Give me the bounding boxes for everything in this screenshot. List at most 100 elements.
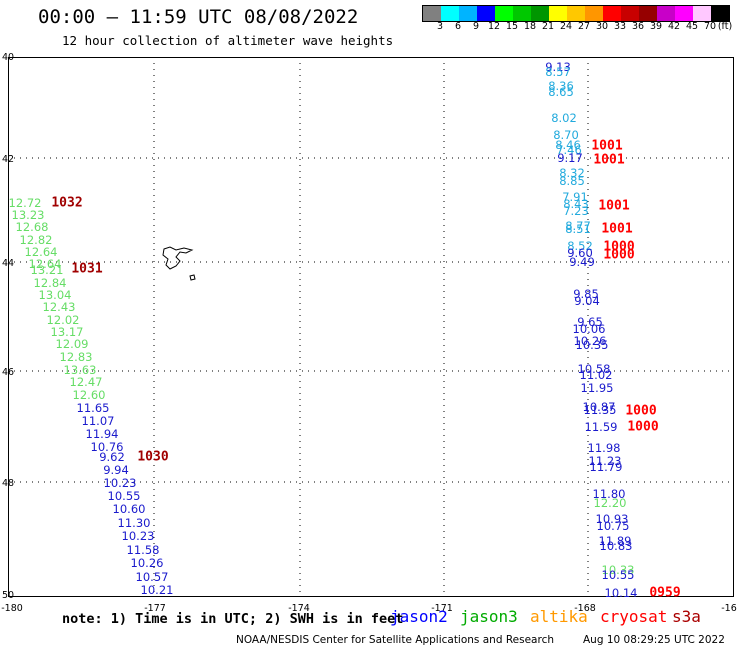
footer-timestamp: Aug 10 08:29:25 UTC 2022 [583, 634, 725, 646]
scale-swatch [621, 6, 639, 21]
wave-height-value: 11.89 [598, 534, 632, 548]
pressure-label: 1000 [603, 239, 635, 255]
scale-swatch [693, 6, 711, 21]
pressure-label: 1031 [71, 261, 103, 277]
wave-height-value: 10.83 [599, 539, 633, 553]
scale-swatch [639, 6, 657, 21]
wave-height-value: 7.91 [562, 190, 588, 204]
wave-height-value: 13.21 [30, 263, 64, 277]
scale-swatch [675, 6, 693, 21]
scale-swatch [495, 6, 513, 21]
wave-height-value: 11.23 [588, 454, 622, 468]
pressure-label: 1030 [137, 449, 169, 465]
wave-height-value: 11.30 [117, 516, 151, 530]
wave-height-value: 13.04 [38, 288, 72, 302]
scale-label: 27 [577, 21, 591, 32]
scale-swatch [711, 6, 729, 21]
wave-height-value: 10.26 [130, 556, 164, 570]
scale-swatch [477, 6, 495, 21]
wave-height-value: 7.23 [563, 204, 589, 218]
wave-height-value: 9.60 [567, 246, 593, 260]
scale-label: 6 [454, 21, 462, 32]
wave-height-value: 7.46 [556, 143, 582, 157]
pressure-label: 1032 [51, 195, 83, 211]
wave-height-value: 10.57 [135, 570, 169, 584]
wave-height-value: 11.58 [126, 543, 160, 557]
wave-height-value: 12.43 [42, 300, 76, 314]
wave-height-value: 10.60 [112, 502, 146, 516]
scale-label: 9 [472, 21, 480, 32]
wave-height-value: 9.04 [574, 294, 600, 308]
wave-height-value: 10.55 [107, 489, 141, 503]
wave-height-value: 12.47 [69, 375, 103, 389]
wave-height-value: 11.79 [589, 460, 623, 474]
scale-swatch [549, 6, 567, 21]
wave-height-value: 10.21 [140, 583, 174, 597]
map-frame [8, 57, 734, 597]
scale-label: 15 [505, 21, 519, 32]
wave-height-value: 13.23 [11, 208, 45, 222]
wave-height-value: 12.09 [55, 337, 89, 351]
scale-swatch [585, 6, 603, 21]
lon-label: -171 [431, 603, 453, 614]
wave-height-value: 9.62 [99, 450, 125, 464]
wave-height-value: 12.72 [8, 196, 42, 210]
scale-label: (ft) [717, 21, 733, 32]
scale-label: 36 [631, 21, 645, 32]
wave-height-value: 12.84 [33, 276, 67, 290]
wave-height-value: 11.59 [584, 420, 618, 434]
pressure-label: 1000 [627, 419, 659, 435]
wave-height-value: 8.85 [559, 174, 585, 188]
color-scale-labels: 3 6 9 12 15 18 21 24 27 30 33 36 39 42 45 70 (ft) [422, 21, 740, 35]
wave-height-value: 9.85 [573, 287, 599, 301]
wave-height-value: 11.95 [580, 381, 614, 395]
page-subtitle: 12 hour collection of altimeter wave hei… [62, 33, 394, 48]
wave-height-value: 8.70 [553, 128, 579, 142]
wave-height-value: 9.17 [557, 151, 583, 165]
wave-height-value: 12.60 [72, 388, 106, 402]
scale-swatch [423, 6, 441, 21]
wave-height-value: 10.58 [577, 362, 611, 376]
scale-label: 33 [613, 21, 627, 32]
wave-height-value: 8.36 [548, 79, 574, 93]
lat-label: 50 [2, 590, 15, 601]
wave-height-value: 8.52 [567, 239, 593, 253]
wave-height-value: 9.94 [103, 463, 129, 477]
lat-label: 46 [2, 367, 15, 378]
wave-height-value: 10.23 [121, 529, 155, 543]
wave-height-value: 11.94 [85, 427, 119, 441]
wave-height-value: 10.23 [103, 476, 137, 490]
wave-height-value: 11.07 [81, 414, 115, 428]
scale-label: 3 [436, 21, 444, 32]
scale-swatch [603, 6, 621, 21]
wave-height-value: 12.02 [46, 313, 80, 327]
wave-height-value: 10.35 [575, 338, 609, 352]
wave-height-value: 10.06 [572, 322, 606, 336]
wave-height-value: 10.76 [90, 440, 124, 454]
scale-label: 70 [703, 21, 717, 32]
scale-swatch [441, 6, 459, 21]
wave-height-value: 8.46 [555, 138, 581, 152]
legend-jason3: jason3 [460, 607, 518, 626]
wave-height-value: 11.02 [579, 368, 613, 382]
lon-label: -177 [144, 603, 166, 614]
legend-altika: altika [530, 607, 588, 626]
pressure-label: 1001 [593, 152, 625, 168]
wave-height-value: 11.98 [587, 441, 621, 455]
wave-height-value: 8.32 [559, 166, 585, 180]
color-scale-bar [422, 5, 730, 22]
footer-credit: NOAA/NESDIS Center for Satellite Applica… [236, 634, 554, 646]
pressure-label: 1000 [625, 403, 657, 419]
pressure-label: 1001 [598, 198, 630, 214]
wave-height-value: 13.63 [63, 363, 97, 377]
lat-label: 48 [2, 478, 15, 489]
lat-label: 42 [2, 154, 15, 165]
legend-s3a: s3a [672, 607, 701, 626]
legend-cryosat: cryosat [600, 607, 668, 626]
scale-label: 45 [685, 21, 699, 32]
wave-height-value: 10.26 [573, 334, 607, 348]
wave-height-value: 8.57 [545, 65, 571, 79]
pressure-label: 1001 [591, 138, 623, 154]
wave-height-value: 12.64 [24, 245, 58, 259]
wave-height-value: 12.82 [19, 233, 53, 247]
